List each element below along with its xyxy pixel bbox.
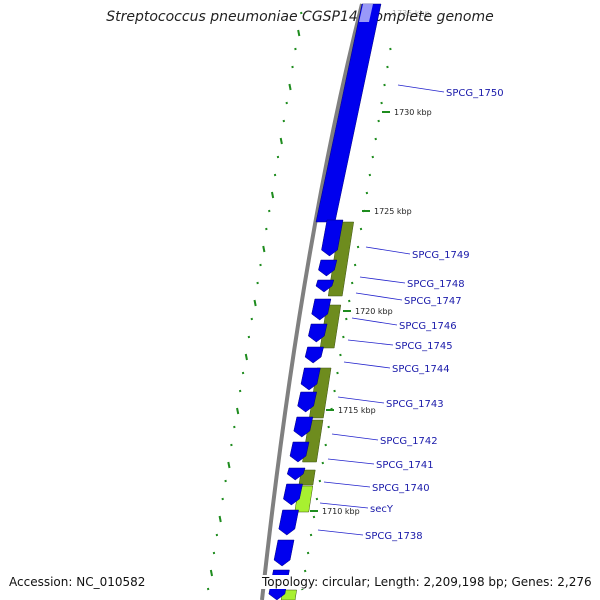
gene-label[interactable]: SPCG_1748	[407, 279, 465, 290]
gene-label[interactable]: secY	[370, 504, 394, 515]
leader-line	[351, 317, 398, 326]
gc-dash	[306, 551, 310, 555]
gc-dash	[227, 461, 231, 469]
cds-arrow	[286, 467, 306, 481]
gc-dash	[368, 173, 372, 177]
gc-dash	[318, 479, 322, 483]
gc-dash	[262, 245, 266, 253]
gc-dash	[371, 155, 374, 159]
leader-line	[355, 292, 403, 301]
gc-dash	[288, 83, 292, 91]
gene-label[interactable]: SPCG_1743	[386, 399, 444, 410]
gc-dash	[327, 425, 330, 429]
cds-arrow	[273, 539, 295, 567]
leader-line	[337, 396, 385, 404]
gc-dash	[209, 569, 214, 577]
gene-label[interactable]: SPCG_1738	[365, 531, 423, 542]
gc-dash	[303, 569, 307, 573]
gc-dash	[315, 497, 319, 501]
gene-label[interactable]: SPCG_1750	[446, 88, 504, 99]
kbp-label: 1720 kbp	[355, 307, 393, 316]
gc-dash	[236, 407, 240, 415]
gc-dash	[270, 191, 275, 199]
gc-dash	[279, 137, 283, 145]
gc-dash	[309, 533, 313, 537]
backbone-line	[260, 3, 364, 600]
leader-line	[323, 481, 371, 488]
leader-line	[317, 529, 364, 536]
gc-dash	[356, 245, 360, 249]
gc-dash	[386, 65, 389, 69]
gc-dash	[324, 443, 327, 447]
cds-arrow	[278, 509, 299, 536]
kbp-label: 1715 kbp	[338, 406, 376, 415]
gene-labels[interactable]: SPCG_1750 SPCG_1749 SPCG_1748 SPCG_1747 SPCG…	[365, 88, 504, 542]
kbp-ticks: 1710 kbp 1715 kbp 1720 kbp 1725 kbp 1730 kbp…	[310, 9, 432, 516]
leader-line	[397, 84, 445, 93]
gene-label[interactable]: SPCG_1744	[392, 364, 450, 375]
cds-arrow	[293, 416, 314, 438]
cds-arrow	[300, 367, 321, 391]
leader-line	[331, 433, 379, 441]
cds-arrow	[304, 346, 324, 364]
cds-arrow	[311, 298, 332, 321]
gc-dash	[389, 47, 392, 51]
gene-label[interactable]: SPCG_1747	[404, 296, 462, 307]
gene-label[interactable]: SPCG_1741	[376, 460, 434, 471]
gc-dash	[297, 29, 301, 37]
leader-line	[365, 246, 411, 255]
cds-arrow	[308, 323, 328, 343]
cds-arrow	[318, 259, 338, 277]
cds-arrow	[297, 391, 317, 413]
kbp-label: 1735 kbp	[392, 9, 430, 18]
gc-dash	[380, 101, 383, 105]
gc-dash	[321, 461, 325, 465]
leader-line	[343, 361, 391, 369]
gc-dash	[218, 515, 222, 523]
gc-dash	[244, 353, 248, 361]
gc-dash	[353, 263, 357, 267]
cds-arrow	[315, 279, 335, 293]
gc-dash	[342, 335, 345, 339]
gc-dash	[339, 353, 342, 357]
cds-arrow	[289, 441, 310, 463]
topology-text: Topology: circular; Length: 2,209,198 bp…	[261, 575, 593, 589]
gc-dash	[350, 281, 354, 285]
map-title: Streptococcus pneumoniae CGSP14, complet…	[106, 9, 494, 25]
kbp-label: 1725 kbp	[374, 207, 412, 216]
label-leader-lines	[317, 84, 445, 536]
genome-backbone	[260, 3, 364, 600]
gene-label[interactable]: SPCG_1746	[399, 321, 457, 332]
kbp-label: 1730 kbp	[394, 108, 432, 117]
leader-line	[327, 458, 375, 465]
cds-arrow	[315, 3, 382, 223]
gene-label[interactable]: SPCG_1742	[380, 436, 438, 447]
gene-label[interactable]: SPCG_1745	[395, 341, 453, 352]
gene-label[interactable]: SPCG_1749	[412, 250, 470, 261]
kbp-label: 1710 kbp	[322, 507, 360, 516]
leader-line	[359, 276, 406, 284]
gc-dash	[359, 227, 363, 231]
gc-dash	[374, 137, 377, 141]
cds-highlight	[359, 4, 373, 22]
gc-dash	[336, 371, 339, 375]
leader-line	[347, 339, 394, 346]
cds-arrow	[283, 483, 303, 506]
gc-dash	[383, 83, 386, 87]
gc-dash	[345, 317, 348, 321]
gc-dash	[365, 191, 369, 195]
leader-line	[319, 502, 369, 509]
gc-dash	[333, 389, 336, 393]
gc-dash	[377, 119, 380, 123]
cds-arrow	[321, 219, 344, 257]
gc-dash	[348, 299, 351, 303]
accession-text: Accession: NC_010582	[9, 575, 146, 589]
gene-label[interactable]: SPCG_1740	[372, 483, 430, 494]
gc-dash	[312, 515, 316, 519]
gc-dash	[253, 299, 257, 307]
